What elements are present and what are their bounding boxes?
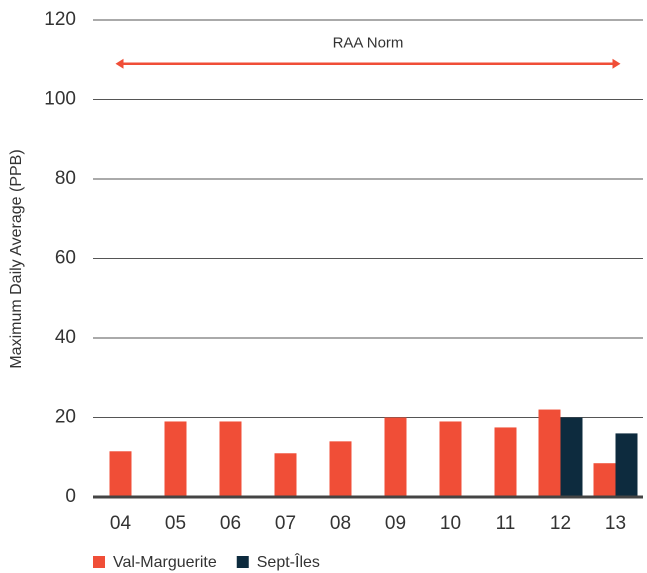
bar bbox=[494, 427, 517, 497]
bar bbox=[164, 421, 187, 497]
bar bbox=[439, 421, 462, 497]
x-tick-label: 11 bbox=[496, 513, 516, 534]
legend-swatch bbox=[93, 556, 105, 568]
x-tick-label: 09 bbox=[385, 513, 406, 534]
bar bbox=[274, 453, 297, 497]
legend-label: Val-Marguerite bbox=[113, 554, 217, 571]
y-tick-label: 80 bbox=[55, 168, 76, 189]
x-tick-label: 05 bbox=[165, 513, 186, 534]
reference-marker bbox=[115, 58, 124, 69]
y-tick-label: 60 bbox=[55, 248, 76, 269]
bar bbox=[560, 417, 583, 497]
y-tick-label: 40 bbox=[55, 327, 76, 348]
legend-swatch bbox=[236, 556, 249, 568]
y-axis-label: Maximum Daily Average (PPB) bbox=[8, 149, 25, 368]
bar bbox=[384, 417, 407, 497]
x-tick-label: 07 bbox=[275, 513, 296, 534]
bar bbox=[538, 409, 561, 497]
x-tick-label: 13 bbox=[605, 513, 626, 534]
bar bbox=[219, 421, 242, 497]
x-tick-label: 10 bbox=[440, 513, 461, 534]
y-tick-label: 20 bbox=[55, 407, 76, 428]
bar bbox=[109, 451, 132, 497]
bar bbox=[329, 441, 352, 497]
reference-label: RAA Norm bbox=[333, 35, 404, 52]
y-tick-label: 120 bbox=[44, 9, 76, 30]
legend-label: Sept-Îles bbox=[257, 552, 320, 571]
reference-marker bbox=[612, 58, 621, 69]
x-tick-label: 08 bbox=[330, 513, 351, 534]
bar bbox=[593, 463, 616, 497]
x-tick-label: 12 bbox=[550, 513, 571, 534]
bar bbox=[615, 433, 638, 497]
x-tick-label: 06 bbox=[220, 513, 241, 534]
y-tick-label: 100 bbox=[44, 89, 76, 110]
y-tick-label: 0 bbox=[65, 486, 76, 507]
x-tick-label: 04 bbox=[110, 513, 132, 534]
